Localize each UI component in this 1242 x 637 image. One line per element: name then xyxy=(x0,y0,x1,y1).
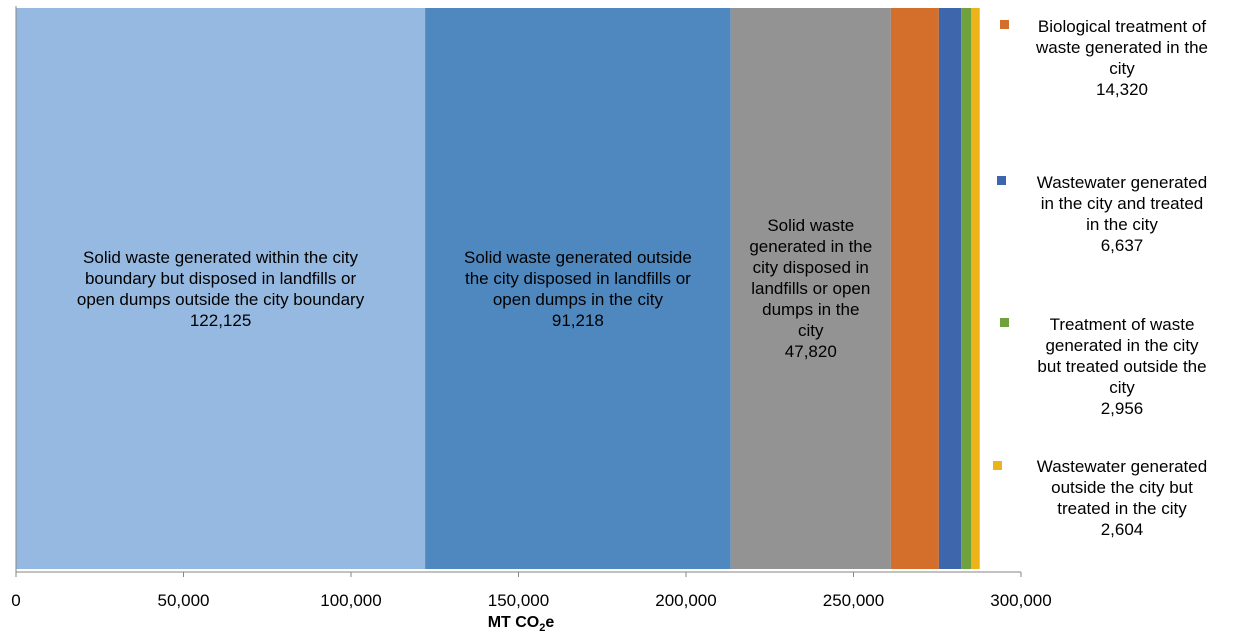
legend-line: 14,320 xyxy=(1096,80,1148,99)
legend-line: city xyxy=(1109,59,1135,78)
x-tick-label: 200,000 xyxy=(655,591,716,610)
x-tick-label: 0 xyxy=(11,591,20,610)
x-axis: 0 50,000 100,000 150,000 200,000 250,000 300,0… xyxy=(11,6,1052,610)
segment-label-line: 122,125 xyxy=(189,310,252,330)
segment-label-line: Solid waste generated outside xyxy=(464,247,692,267)
segment-label-line: 91,218 xyxy=(551,310,604,330)
legend-swatch xyxy=(1000,20,1009,29)
segment-label-3: Solid waste generated in the city disposed… xyxy=(731,215,891,362)
x-axis-title: MT CO2e xyxy=(487,614,555,635)
legend-line: Biological treatment of xyxy=(1037,17,1207,36)
bar-segment-4 xyxy=(890,8,939,569)
legend-line: outside the city but xyxy=(1051,478,1193,497)
x-tick-label: 100,000 xyxy=(320,591,381,610)
bar-segment-6 xyxy=(961,8,972,569)
legend-line: 2,604 xyxy=(1100,520,1144,539)
segment-label-2: Solid waste generated outside the city di… xyxy=(425,247,731,331)
legend-item-4: Wastewater generated outside the city but… xyxy=(1006,456,1238,540)
legend-swatch xyxy=(993,461,1002,470)
legend-line: in the city and treated xyxy=(1040,194,1204,213)
segment-label-line: open dumps in the city xyxy=(492,289,663,309)
x-tick-label: 250,000 xyxy=(823,591,884,610)
segment-label-line: dumps in the xyxy=(762,300,860,319)
legend-line: generated in the city xyxy=(1045,336,1199,355)
segment-label-line: generated in the xyxy=(749,237,873,256)
bar-segment-7 xyxy=(971,8,980,569)
x-tick-label: 150,000 xyxy=(488,591,549,610)
bar-segment-3 xyxy=(730,8,891,569)
bar-segment-2 xyxy=(425,8,731,569)
bar-segment-1 xyxy=(16,8,426,569)
legend-line: treated in the city xyxy=(1057,499,1187,518)
legend-line: 2,956 xyxy=(1100,399,1144,418)
legend-swatch xyxy=(997,176,1006,185)
legend-line: but treated outside the xyxy=(1037,357,1207,376)
segment-label-line: landfills or open xyxy=(751,279,871,298)
bar-segments xyxy=(16,8,980,569)
segment-label-line: 47,820 xyxy=(784,342,837,361)
legend-item-2: Wastewater generated in the city and trea… xyxy=(1006,172,1238,256)
segment-label-line: the city disposed in landfills or xyxy=(464,268,691,288)
segment-label-line: Solid waste xyxy=(767,216,855,235)
legend-line: Treatment of waste xyxy=(1049,315,1195,334)
legend-line: 6,637 xyxy=(1100,236,1144,255)
segment-label-line: city disposed in xyxy=(752,258,869,277)
legend-line: in the city xyxy=(1086,215,1158,234)
segment-label-line: city xyxy=(798,321,824,340)
bar-segment-5 xyxy=(938,8,962,569)
legend-line: city xyxy=(1109,378,1135,397)
segment-label-1: Solid waste generated within the city bou… xyxy=(16,247,425,331)
legend-swatch xyxy=(1000,318,1009,327)
segment-label-line: Solid waste generated within the city xyxy=(83,247,359,267)
legend-line: Wastewater generated xyxy=(1036,457,1208,476)
legend-item-3: Treatment of waste generated in the city b… xyxy=(1006,314,1238,419)
x-tick-label: 50,000 xyxy=(158,591,210,610)
segment-label-line: open dumps outside the city boundary xyxy=(76,289,365,309)
segment-label-line: boundary but disposed in landfills or xyxy=(84,268,357,288)
legend-item-1: Biological treatment of waste generated i… xyxy=(1006,16,1238,100)
legend-line: Wastewater generated xyxy=(1036,173,1208,192)
x-tick-label: 300,000 xyxy=(990,591,1051,610)
legend-line: waste generated in the xyxy=(1035,38,1208,57)
